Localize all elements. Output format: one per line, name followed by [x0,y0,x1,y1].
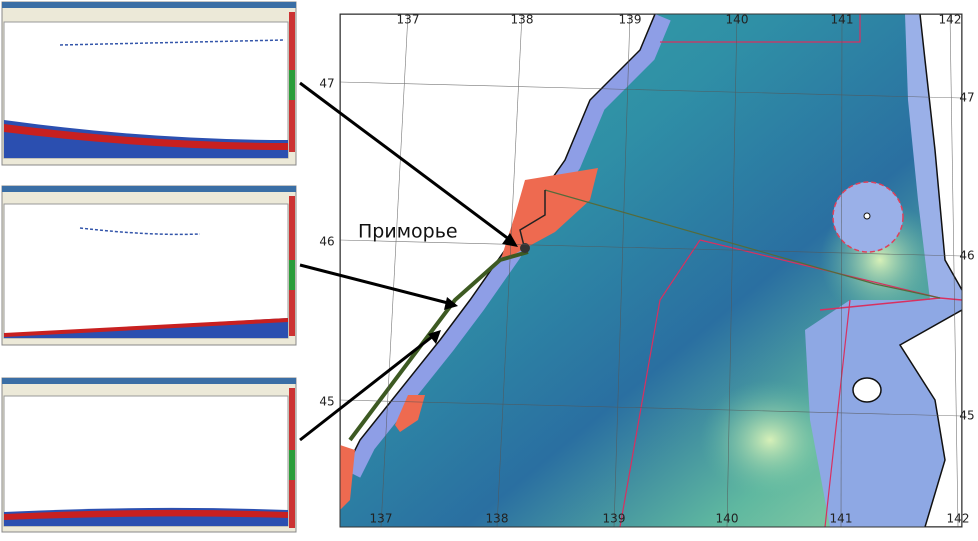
lon-label: 139 [603,512,626,526]
bottom-lon-labels: 137 138 139 140 141 142 [370,512,970,526]
lon-label: 138 [511,13,534,27]
lon-label: 142 [939,13,962,27]
map [340,14,962,527]
echogram [1,377,297,533]
lon-label: 138 [486,512,509,526]
lon-label: 139 [619,13,642,27]
region-label: Приморье [358,221,458,243]
top-lon-labels: 137 138 139 140 141 142 [397,13,962,27]
lon-label: 137 [397,13,420,27]
lon-label: 142 [947,512,970,526]
lon-label: 141 [830,512,853,526]
lon-label: 140 [716,512,739,526]
left-lat-labels: 47 46 45 [319,77,334,409]
lat-label: 46 [319,235,334,249]
echogram [1,185,297,346]
lon-label: 141 [831,13,854,27]
lon-label: 137 [370,512,393,526]
map-frame [339,13,963,528]
lat-label: 47 [959,91,974,105]
lat-label: 47 [319,77,334,91]
lat-label: 45 [319,395,334,409]
echogram [1,1,297,166]
right-lat-labels: 47 46 45 [959,91,974,423]
echogram-panels [1,1,297,533]
lat-label: 45 [959,409,974,423]
lon-label: 140 [726,13,749,27]
lat-label: 46 [959,249,974,263]
arrows [299,81,518,442]
